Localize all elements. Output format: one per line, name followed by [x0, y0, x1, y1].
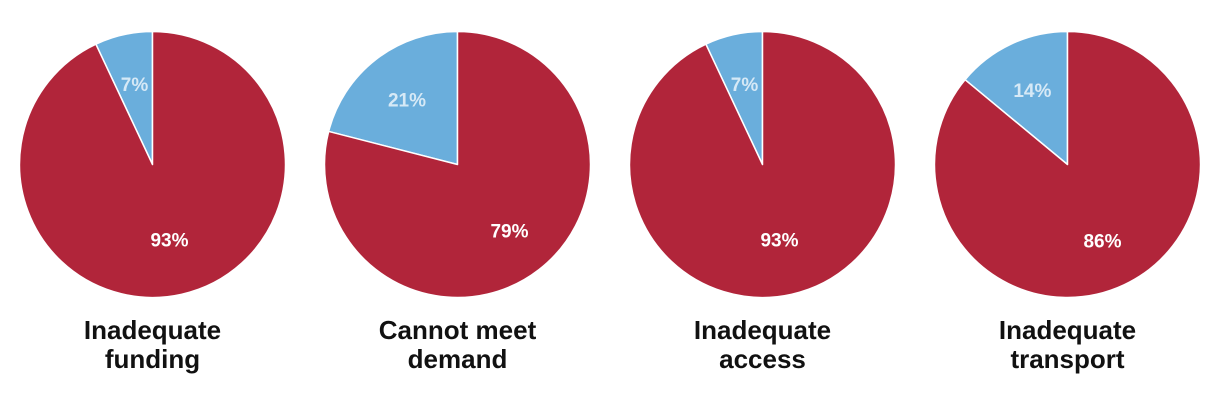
pie-caption-access: Inadequate access	[610, 316, 915, 374]
pie-caption-line-1: Inadequate	[83, 315, 222, 345]
pie-chart-transport: 14% 86%	[933, 30, 1202, 299]
pie-caption-line-2: demand	[407, 344, 508, 374]
pie-label-minor: 7%	[121, 75, 149, 96]
pie-label-major: 93%	[150, 231, 188, 252]
pie-slice-major	[18, 30, 287, 299]
pie-slice-minor	[964, 30, 1069, 166]
pie-slice-major	[628, 30, 897, 299]
pie-panel-funding: 7% 93% Inadequate funding	[0, 0, 305, 406]
pie-label-minor: 21%	[388, 90, 426, 111]
pie-slice-major	[323, 30, 592, 299]
pie-panel-access: 7% 93% Inadequate access	[610, 0, 915, 406]
pie-caption-line-2: access	[719, 344, 806, 374]
pie-label-major: 93%	[760, 231, 798, 252]
pie-slice-major	[933, 30, 1202, 299]
pie-caption-demand: Cannot meet demand	[305, 316, 610, 374]
pie-chart-access: 7% 93%	[628, 30, 897, 299]
pie-label-major: 86%	[1083, 232, 1121, 253]
pie-label-minor: 14%	[1013, 81, 1051, 102]
pie-caption-line-2: funding	[104, 344, 201, 374]
pie-caption-line-1: Cannot meet	[378, 315, 537, 345]
pie-label-minor: 7%	[731, 75, 759, 96]
pie-chart-demand: 21% 79%	[323, 30, 592, 299]
pie-panel-demand: 21% 79% Cannot meet demand	[305, 0, 610, 406]
pie-chart-funding: 7% 93%	[18, 30, 287, 299]
pie-caption-line-1: Inadequate	[693, 315, 832, 345]
pie-caption-funding: Inadequate funding	[0, 316, 305, 374]
pie-slice-minor	[327, 30, 459, 166]
pie-label-major: 79%	[490, 222, 528, 243]
pie-caption-transport: Inadequate transport	[915, 316, 1220, 374]
pie-panel-transport: 14% 86% Inadequate transport	[915, 0, 1220, 406]
pie-caption-line-1: Inadequate	[998, 315, 1137, 345]
pie-caption-line-2: transport	[1010, 344, 1125, 374]
